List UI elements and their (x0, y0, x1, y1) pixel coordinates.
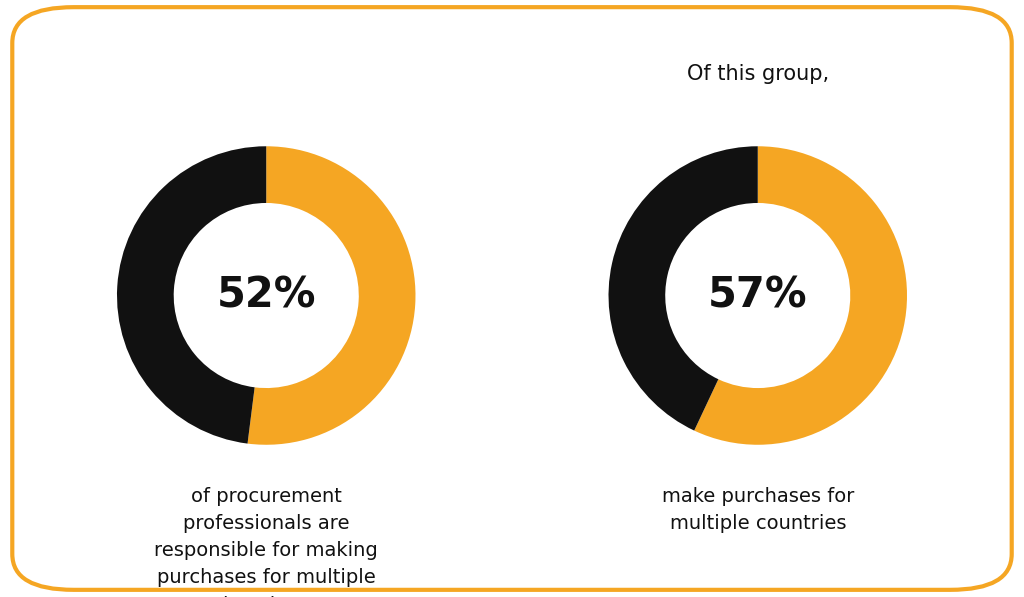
Wedge shape (117, 146, 266, 444)
Text: of procurement
professionals are
responsible for making
purchases for multiple
l: of procurement professionals are respons… (155, 487, 378, 597)
Text: 57%: 57% (708, 275, 808, 316)
Wedge shape (248, 146, 416, 445)
Wedge shape (608, 146, 758, 430)
Text: 52%: 52% (216, 275, 316, 316)
Text: make purchases for
multiple countries: make purchases for multiple countries (662, 487, 854, 533)
Wedge shape (694, 146, 907, 445)
Text: Of this group,: Of this group, (687, 63, 828, 84)
